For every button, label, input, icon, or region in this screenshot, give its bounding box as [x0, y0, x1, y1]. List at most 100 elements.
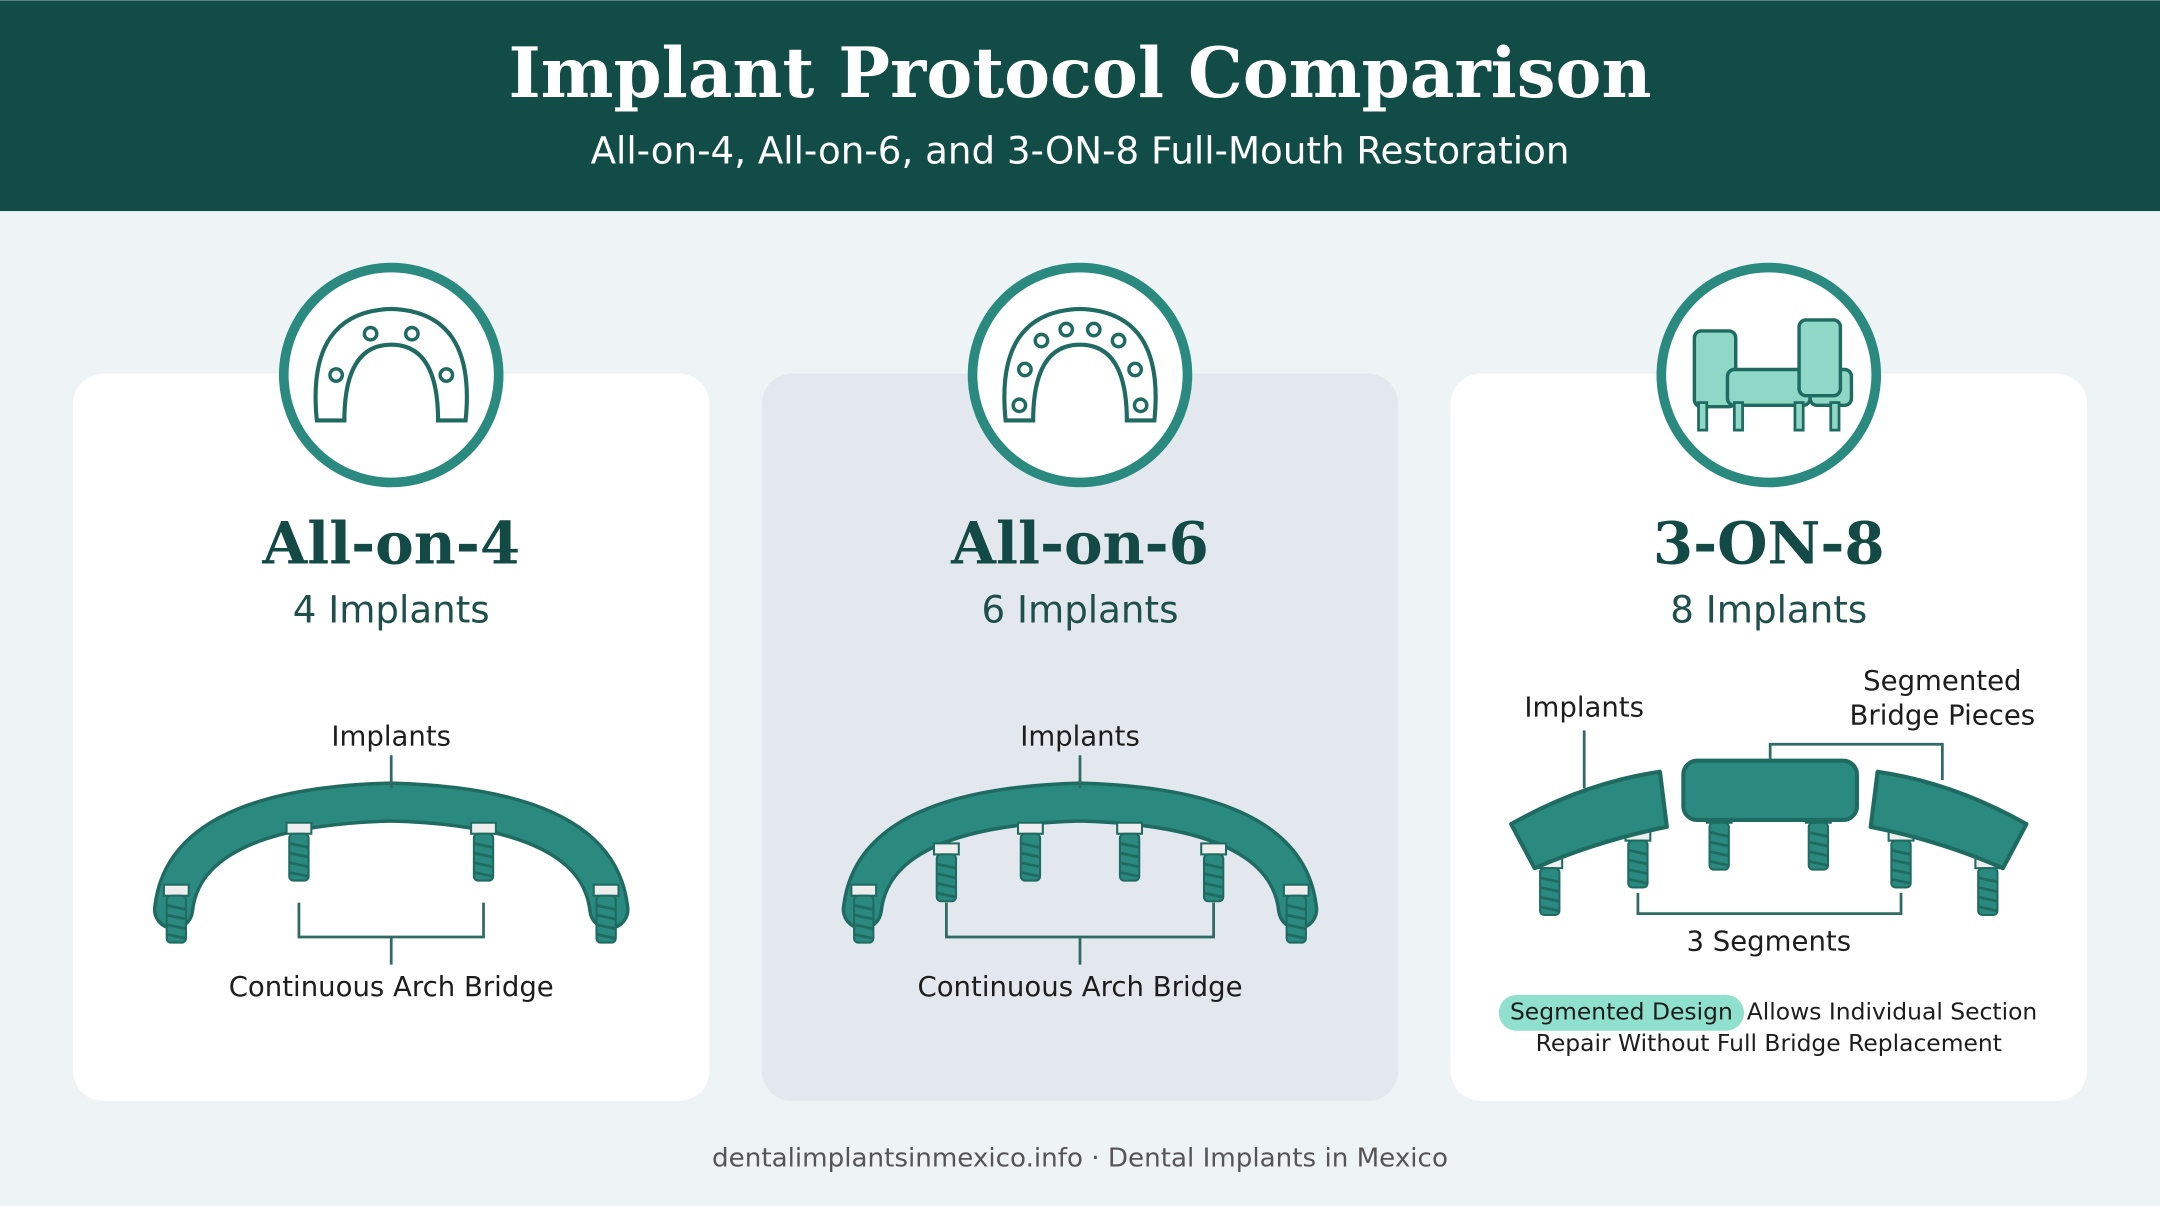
note: Allows Individual Section: [1747, 997, 2038, 1025]
highlight: [1498, 994, 1744, 1031]
implant-thread: [473, 851, 494, 859]
implant-thread: [1627, 868, 1648, 876]
icon-dot: [362, 325, 379, 342]
implant-thread: [853, 904, 874, 911]
segment: [1509, 769, 1669, 871]
card-title: All-on-6: [950, 510, 1209, 578]
implant-thread: [1977, 895, 1998, 903]
implant-thread: [1891, 877, 1911, 885]
implant-thread: [1977, 876, 1998, 884]
implant-cap: [1116, 821, 1144, 835]
card-subtitle: 8 Implants: [1670, 587, 1867, 631]
icon-dot: [1085, 321, 1102, 338]
label: Implants: [1020, 720, 1140, 752]
bracket: [1768, 742, 1944, 781]
implant-thread: [1709, 840, 1730, 848]
implant-thread: [1119, 861, 1140, 869]
icon-dot: [1033, 332, 1050, 349]
title: Implant Protocol Comparison: [508, 33, 1651, 114]
icon-dot: [1110, 332, 1127, 349]
label: Bridge Pieces: [1850, 700, 2036, 732]
icon-dot: [1127, 361, 1144, 378]
implant-cap: [592, 883, 620, 897]
implant-thread: [853, 913, 874, 921]
icon-dot: [1011, 397, 1028, 414]
label: 3 Segments: [1686, 926, 1851, 958]
implant-thread: [1977, 886, 1998, 893]
implant-thread: [1119, 870, 1140, 878]
implant-thread: [1808, 831, 1829, 838]
card: [761, 373, 1399, 1101]
arch-icon: [313, 306, 469, 423]
segment: [1868, 769, 2029, 871]
icon-dot: [1058, 321, 1075, 338]
implant-thread: [1627, 877, 1648, 885]
bridge: [845, 784, 1315, 927]
implant-thread: [1020, 861, 1041, 869]
implant-cap: [162, 883, 190, 897]
implant-thread: [288, 851, 309, 859]
implant-thread: [1891, 868, 1911, 876]
implant-thread: [166, 904, 187, 911]
card-subtitle: 4 Implants: [293, 587, 490, 631]
card: [73, 373, 710, 1101]
implant-thread: [166, 913, 187, 921]
label: Continuous Arch Bridge: [917, 971, 1242, 1003]
implant-thread: [1539, 905, 1560, 913]
implant-thread: [166, 923, 187, 931]
implant-thread: [1020, 851, 1041, 859]
implant-thread: [1808, 859, 1829, 867]
implant-thread: [1203, 862, 1224, 870]
implant-thread: [1539, 895, 1560, 903]
icon-circle: [278, 262, 504, 488]
implant-cap: [470, 821, 497, 835]
label: Segmented: [1863, 665, 2021, 697]
implant-thread: [1119, 851, 1140, 859]
implant-thread: [1808, 840, 1829, 848]
implant-thread: [1891, 858, 1911, 866]
implant-thread: [936, 872, 957, 880]
implant-thread: [1119, 842, 1140, 849]
implant-thread: [1203, 881, 1224, 889]
implant-thread: [1627, 848, 1648, 856]
card: [1450, 373, 2087, 1101]
screw-icon: [1732, 401, 1744, 432]
implant-thread: [1977, 905, 1998, 913]
implant-thread: [473, 870, 494, 878]
implant-thread: [853, 923, 874, 931]
card-title: 3-ON-8: [1653, 510, 1885, 578]
implant-thread: [1286, 904, 1307, 911]
note-highlight: Segmented Design: [1510, 997, 1733, 1025]
implant-thread: [1286, 913, 1307, 921]
implant-thread: [473, 842, 494, 849]
icon-circle: [967, 262, 1193, 488]
implant-thread: [1539, 876, 1560, 884]
implant-thread: [288, 870, 309, 878]
bracket: [297, 902, 485, 965]
implant-thread: [1808, 850, 1829, 858]
implant-thread: [1203, 891, 1224, 899]
screw-icon: [1829, 401, 1841, 432]
icon-dot: [1016, 361, 1033, 378]
header-bar: [0, 0, 2160, 212]
label: Implants: [1524, 691, 1644, 723]
implant-thread: [1286, 923, 1307, 931]
implant-thread: [1627, 858, 1648, 866]
implant-thread: [1020, 870, 1041, 878]
implant-thread: [1539, 886, 1560, 893]
diagrams: [152, 730, 2029, 965]
implant-thread: [473, 861, 494, 869]
implant-thread: [596, 904, 617, 911]
icon-dot: [1132, 397, 1149, 414]
implant-cap: [1016, 821, 1044, 835]
segment: [1681, 758, 1860, 823]
label: Implants: [331, 720, 451, 752]
implant-thread: [1203, 872, 1224, 880]
implant-thread: [288, 861, 309, 869]
implant-thread: [936, 862, 957, 870]
screw-icon: [1697, 401, 1709, 432]
implant-cap: [1282, 883, 1310, 897]
icon-dot: [328, 367, 345, 383]
implant-thread: [936, 881, 957, 889]
